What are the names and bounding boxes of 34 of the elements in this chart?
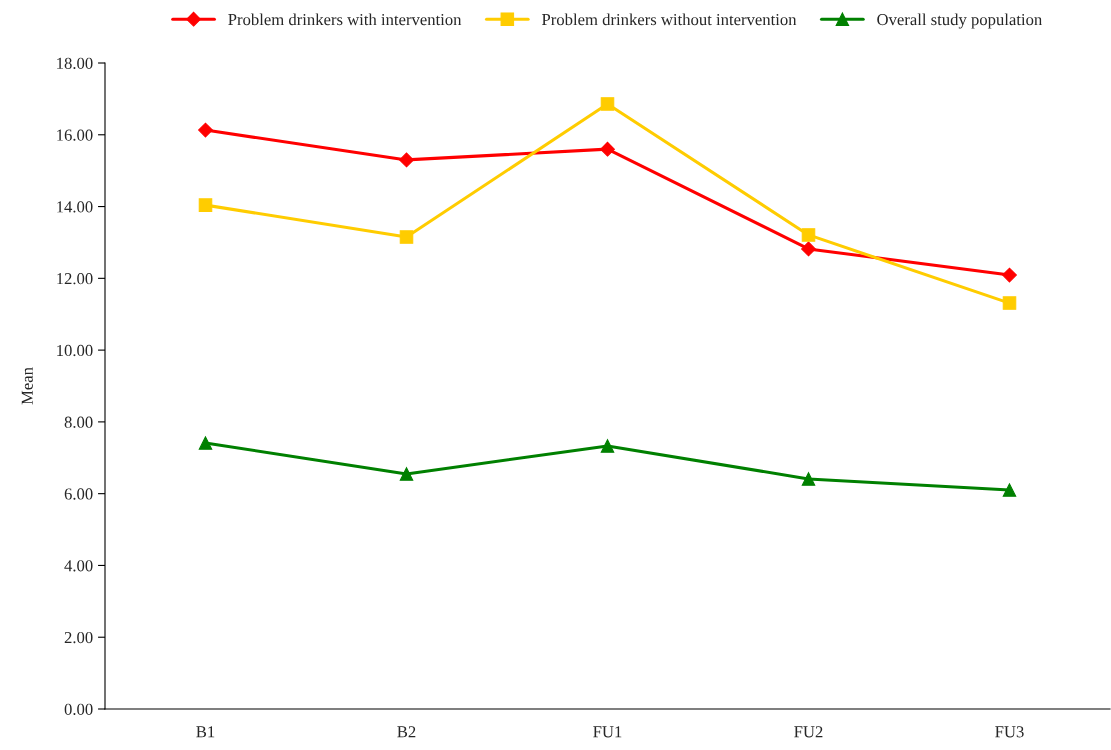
y-tick-label: 18.00	[57, 57, 93, 70]
point	[198, 198, 213, 212]
y-tick-label: 2.00	[64, 631, 93, 644]
y-tick-label: 0.00	[64, 703, 93, 716]
point	[1002, 483, 1017, 497]
y-tick-label: 6.00	[64, 488, 93, 500]
point	[801, 228, 816, 242]
x-tick-label: B2	[397, 726, 416, 738]
y-tick-label: 10.00	[57, 344, 93, 357]
point	[399, 467, 414, 481]
y-tick-label: 12.00	[57, 273, 93, 285]
x-tick-label: FU2	[794, 726, 823, 738]
point	[1002, 296, 1017, 310]
point	[600, 97, 615, 111]
y-tick-label: 4.00	[64, 560, 93, 572]
point	[399, 152, 414, 168]
y-tick-label: 16.00	[57, 129, 93, 141]
point	[600, 439, 615, 453]
point	[1002, 267, 1017, 283]
legend-label: Problem drinkers with intervention	[228, 13, 462, 26]
y-axis-title: Mean	[21, 367, 33, 405]
point	[801, 241, 816, 257]
x-tick-label: FU3	[995, 726, 1024, 738]
point	[801, 472, 816, 486]
point	[198, 436, 213, 450]
point	[198, 122, 213, 138]
legend-label: Overall study population	[877, 13, 1043, 29]
point	[600, 141, 615, 157]
y-tick-label: 8.00	[64, 416, 93, 428]
legend-label: Problem drinkers without intervention	[541, 13, 797, 26]
point	[399, 230, 414, 244]
y-tick-label: 14.00	[57, 201, 93, 213]
x-tick-label: FU1	[593, 726, 622, 738]
x-tick-label: B1	[196, 726, 215, 738]
